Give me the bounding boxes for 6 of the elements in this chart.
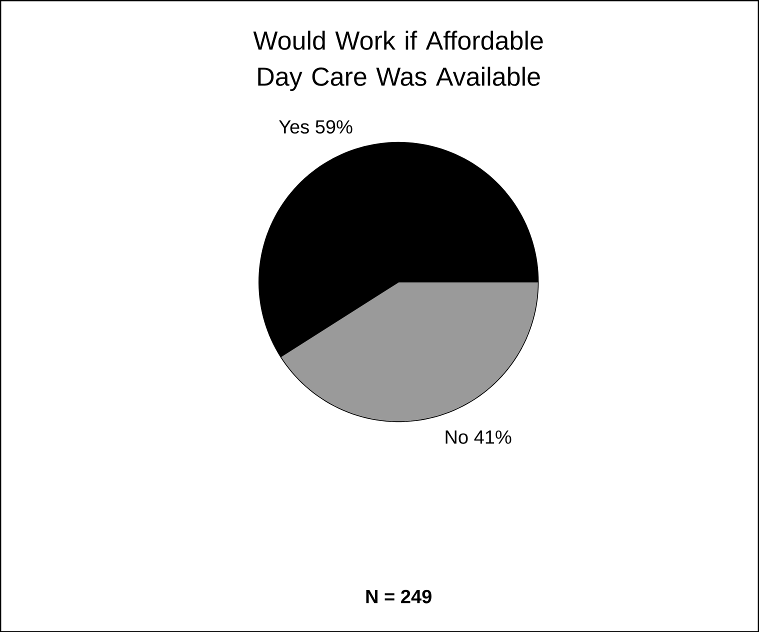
- data-label: 41%: [474, 430, 512, 444]
- text: N = 249: [366, 590, 432, 604]
- slice-label: No: [446, 430, 468, 444]
- chart-title: Would Work if Affordable Day Care Was Available: [253, 30, 543, 91]
- data-label: 59%: [316, 120, 352, 134]
- slice-label: Yes: [278, 120, 309, 134]
